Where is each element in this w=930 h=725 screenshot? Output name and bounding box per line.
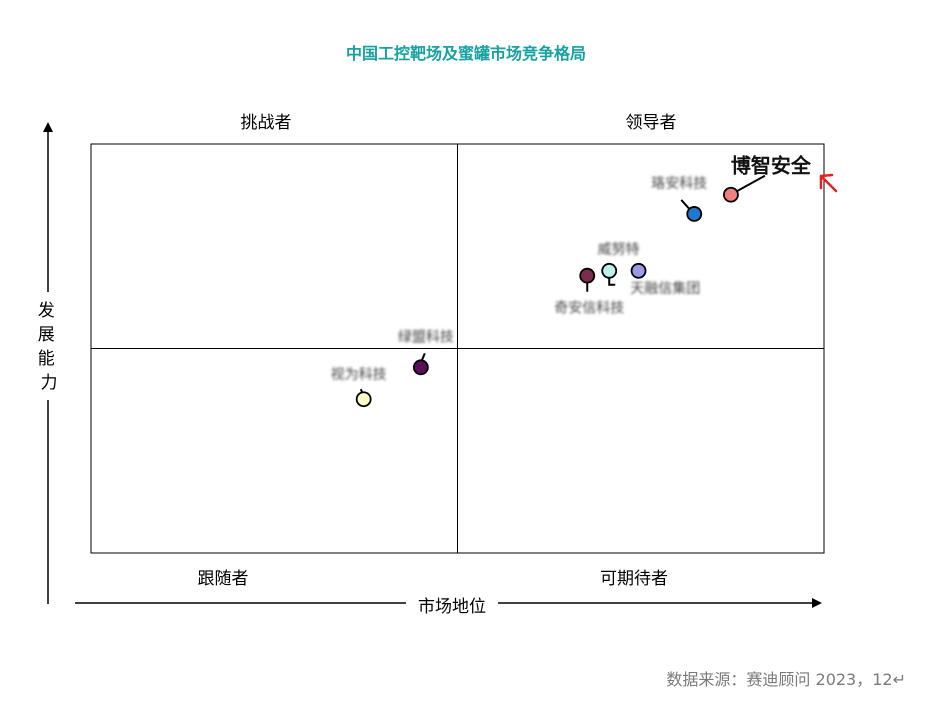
data-point-label: 绿盟科技 [398,329,454,345]
point-leader-line [420,352,426,361]
data-point [412,359,429,376]
highlight-arrow-icon [819,173,838,193]
data-point-label: 珞安科技 [651,176,707,192]
data-point-label: 奇安信科技 [554,300,624,317]
quadrant-label-follower: 跟随者 [198,569,249,589]
data-point [579,267,596,284]
data-point [601,262,618,279]
point-leader-line [735,174,766,193]
y-axis-label: 发 展 能 力 [38,301,60,393]
point-leader-line [608,276,616,286]
data-point [723,186,739,203]
data-point [686,206,703,222]
quadrant-label-challenger: 挑战者 [241,113,292,133]
data-point-label: 天融信集团 [630,280,700,297]
chart-title: 中国工控靶场及蜜罐市场竞争格局 [346,44,586,63]
x-axis-label: 市场地位 [418,597,486,617]
data-point [630,262,647,279]
source-note: 数据来源：赛迪顾问 2023，12↵ [666,670,906,689]
data-point-label: 视为科技 [331,367,387,383]
data-point [355,391,372,408]
data-point-label: 威努特 [598,242,640,258]
quadrant-label-promising: 可期待者 [600,569,668,589]
data-point-label: 博智安全 [731,154,812,178]
quadrant-label-leader: 领导者 [626,113,677,133]
